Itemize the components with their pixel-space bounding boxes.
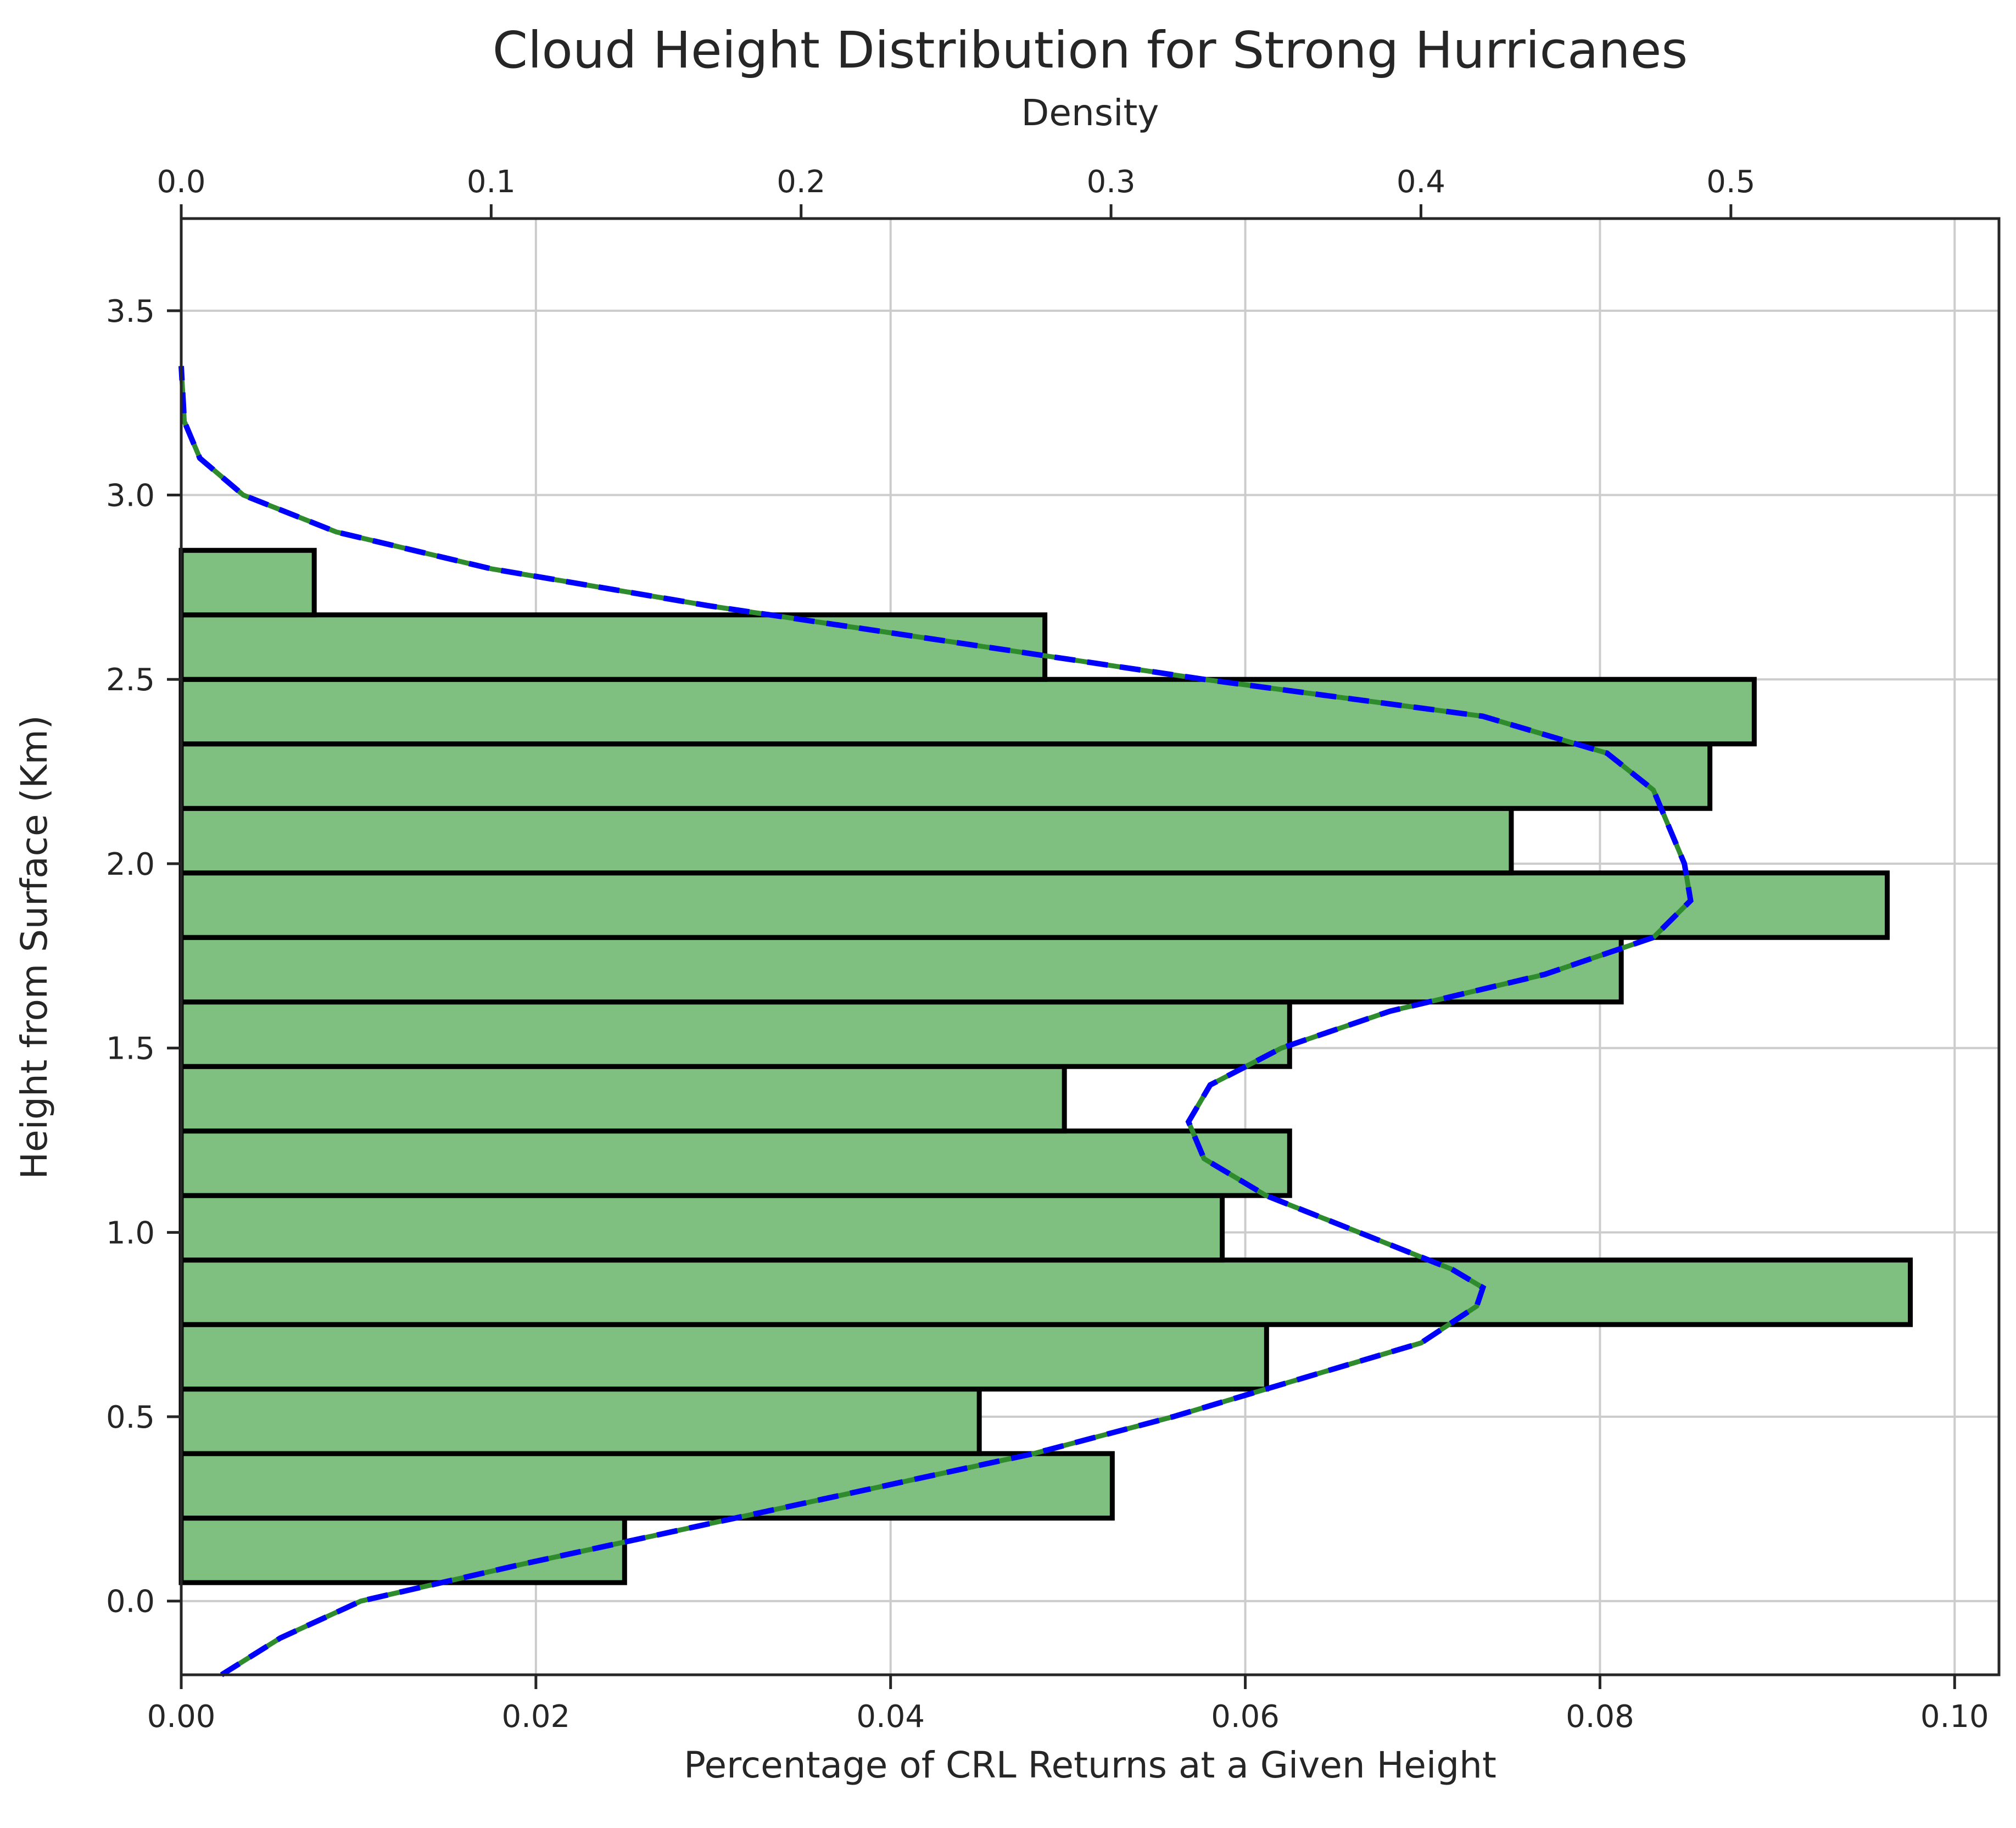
x-tick-label: 0.06 [1211, 1699, 1280, 1735]
histogram-bar [178, 999, 1292, 1069]
density-tick-label: 0.4 [1397, 164, 1445, 200]
y-axis-label: Height from Surface (Km) [13, 715, 55, 1179]
y-tick-label: 2.0 [106, 847, 155, 882]
histogram-bar [178, 612, 1048, 682]
histogram-bar [178, 741, 1713, 811]
density-tick-label: 0.0 [157, 164, 205, 200]
plot-frame [180, 217, 2001, 1676]
x-axis-label: Percentage of CRL Returns at a Given Hei… [684, 1744, 1496, 1786]
kde-curves [178, 366, 1694, 1678]
y-tick-label: 1.5 [106, 1031, 155, 1067]
x-tick-label: 0.08 [1566, 1699, 1634, 1735]
y-tick-label: 0.0 [106, 1584, 155, 1620]
x-tick-label: 0.10 [1920, 1699, 1989, 1735]
histogram-bar [178, 935, 1624, 1005]
histogram-bar [178, 870, 1890, 940]
y-tick-label: 3.0 [106, 478, 155, 514]
density-tick-label: 0.3 [1087, 164, 1136, 200]
histogram-bar [178, 1257, 1913, 1327]
y-tick-label: 1.0 [106, 1215, 155, 1251]
histogram-bar [178, 1128, 1292, 1198]
histogram-bar [178, 1322, 1269, 1392]
histogram-bar [178, 1193, 1225, 1263]
density-axis-label: Density [1021, 92, 1159, 134]
histogram-bar [178, 1387, 982, 1456]
y-tick-label: 3.5 [106, 294, 155, 329]
x-tick-label: 0.02 [502, 1699, 571, 1735]
histogram-bar [178, 806, 1514, 876]
histogram-bar [178, 547, 317, 618]
kde-line-blue-dashed [178, 366, 1694, 1678]
density-tick-label: 0.2 [777, 164, 825, 200]
x-tick-label: 0.00 [147, 1699, 216, 1735]
chart-title: Cloud Height Distribution for Strong Hur… [493, 21, 1688, 80]
histogram-bar [178, 677, 1757, 747]
histogram-bar [178, 1064, 1067, 1134]
density-tick-label: 0.5 [1706, 164, 1755, 200]
density-tick-label: 0.1 [467, 164, 516, 200]
histogram-bar [178, 1451, 1115, 1521]
histogram-bar [178, 1516, 627, 1585]
x-tick-label: 0.04 [856, 1699, 925, 1735]
y-tick-label: 2.5 [106, 662, 155, 698]
y-tick-label: 0.5 [106, 1400, 155, 1435]
histogram-bars [178, 547, 1913, 1585]
axis-ticks: 0.00 0.02 0.04 0.06 0.08 0.10 0.0 0.1 0.2 0.3 0.4 0… [106, 164, 1989, 1735]
